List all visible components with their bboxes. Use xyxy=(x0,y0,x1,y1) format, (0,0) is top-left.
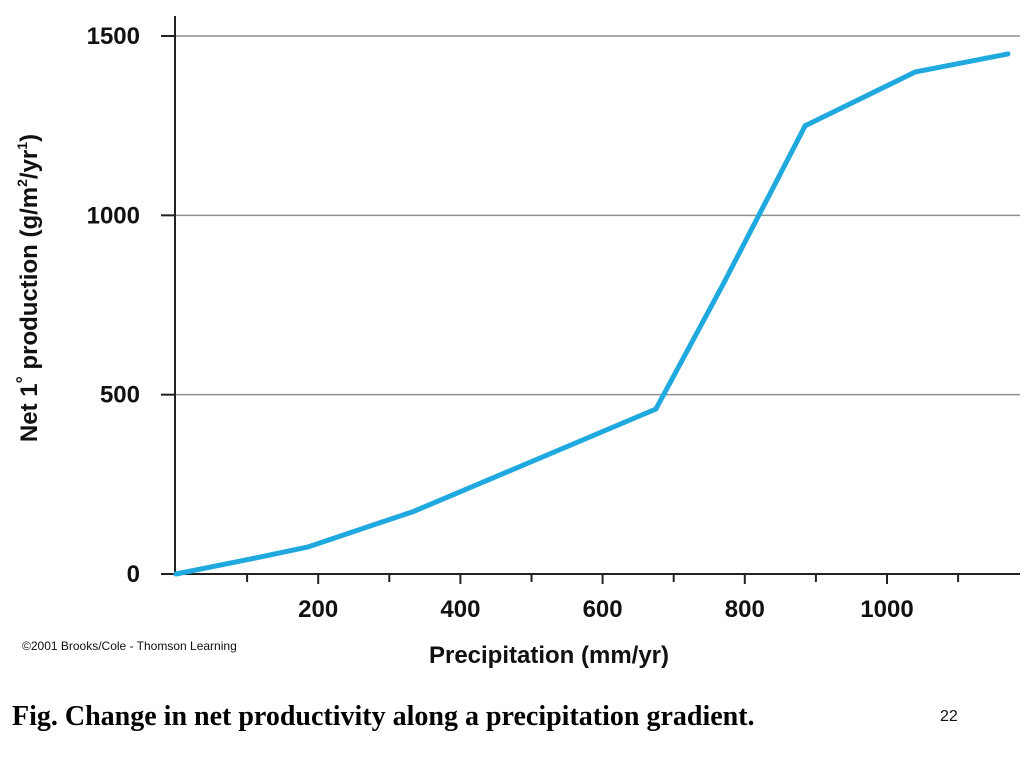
copyright-credit: ©2001 Brooks/Cole - Thomson Learning xyxy=(22,639,237,653)
data-point-0-1 xyxy=(244,557,250,563)
axes xyxy=(165,16,1020,575)
y-axis-title-middle: production (g/m xyxy=(16,187,43,376)
y-axis-title-degree: ° xyxy=(13,376,33,383)
y-axis-title: Net 1° production (g/m2/yr1) xyxy=(13,134,43,442)
data-point-0-5 xyxy=(720,280,726,286)
data-point-0-6 xyxy=(802,123,808,129)
data-point-0-4 xyxy=(653,406,659,412)
y-tick-label-0: 0 xyxy=(127,561,140,588)
x-tick-label-400: 400 xyxy=(440,596,480,623)
data-point-0-2 xyxy=(305,544,311,550)
series xyxy=(173,51,1011,577)
data-point-0-7 xyxy=(912,69,918,75)
x-tick-label-800: 800 xyxy=(725,596,765,623)
x-tick-label-200: 200 xyxy=(298,596,338,623)
y-axis-title-prefix: Net 1 xyxy=(16,383,43,442)
x-tick-label-1000: 1000 xyxy=(860,596,913,623)
series-line-0 xyxy=(173,51,1011,577)
gridlines xyxy=(175,35,1020,396)
figure-caption: Fig. Change in net productivity along a … xyxy=(12,701,755,732)
data-point-0-3 xyxy=(411,508,417,514)
y-tick-label-1000: 1000 xyxy=(87,202,140,229)
y-axis-title-sup1: 2 xyxy=(14,179,30,187)
x-tick-label-600: 600 xyxy=(583,596,623,623)
ticks: 0 500 1000 1500 200 400 600 800 1000 xyxy=(87,23,960,623)
y-axis-title-suffix: ) xyxy=(16,134,43,142)
data-point-0-0 xyxy=(173,571,179,577)
slide-number: 22 xyxy=(940,708,958,725)
productivity-chart: 0 500 1000 1500 200 400 600 800 1000 Precipitati… xyxy=(13,16,1020,669)
y-tick-label-1500: 1500 xyxy=(87,23,140,50)
y-axis-title-sup2: 1 xyxy=(14,142,30,150)
y-tick-label-500: 500 xyxy=(100,382,140,409)
x-axis-title: Precipitation (mm/yr) xyxy=(429,642,669,669)
data-point-0-8 xyxy=(1005,51,1011,57)
y-axis-title-slash: /yr xyxy=(16,150,43,179)
